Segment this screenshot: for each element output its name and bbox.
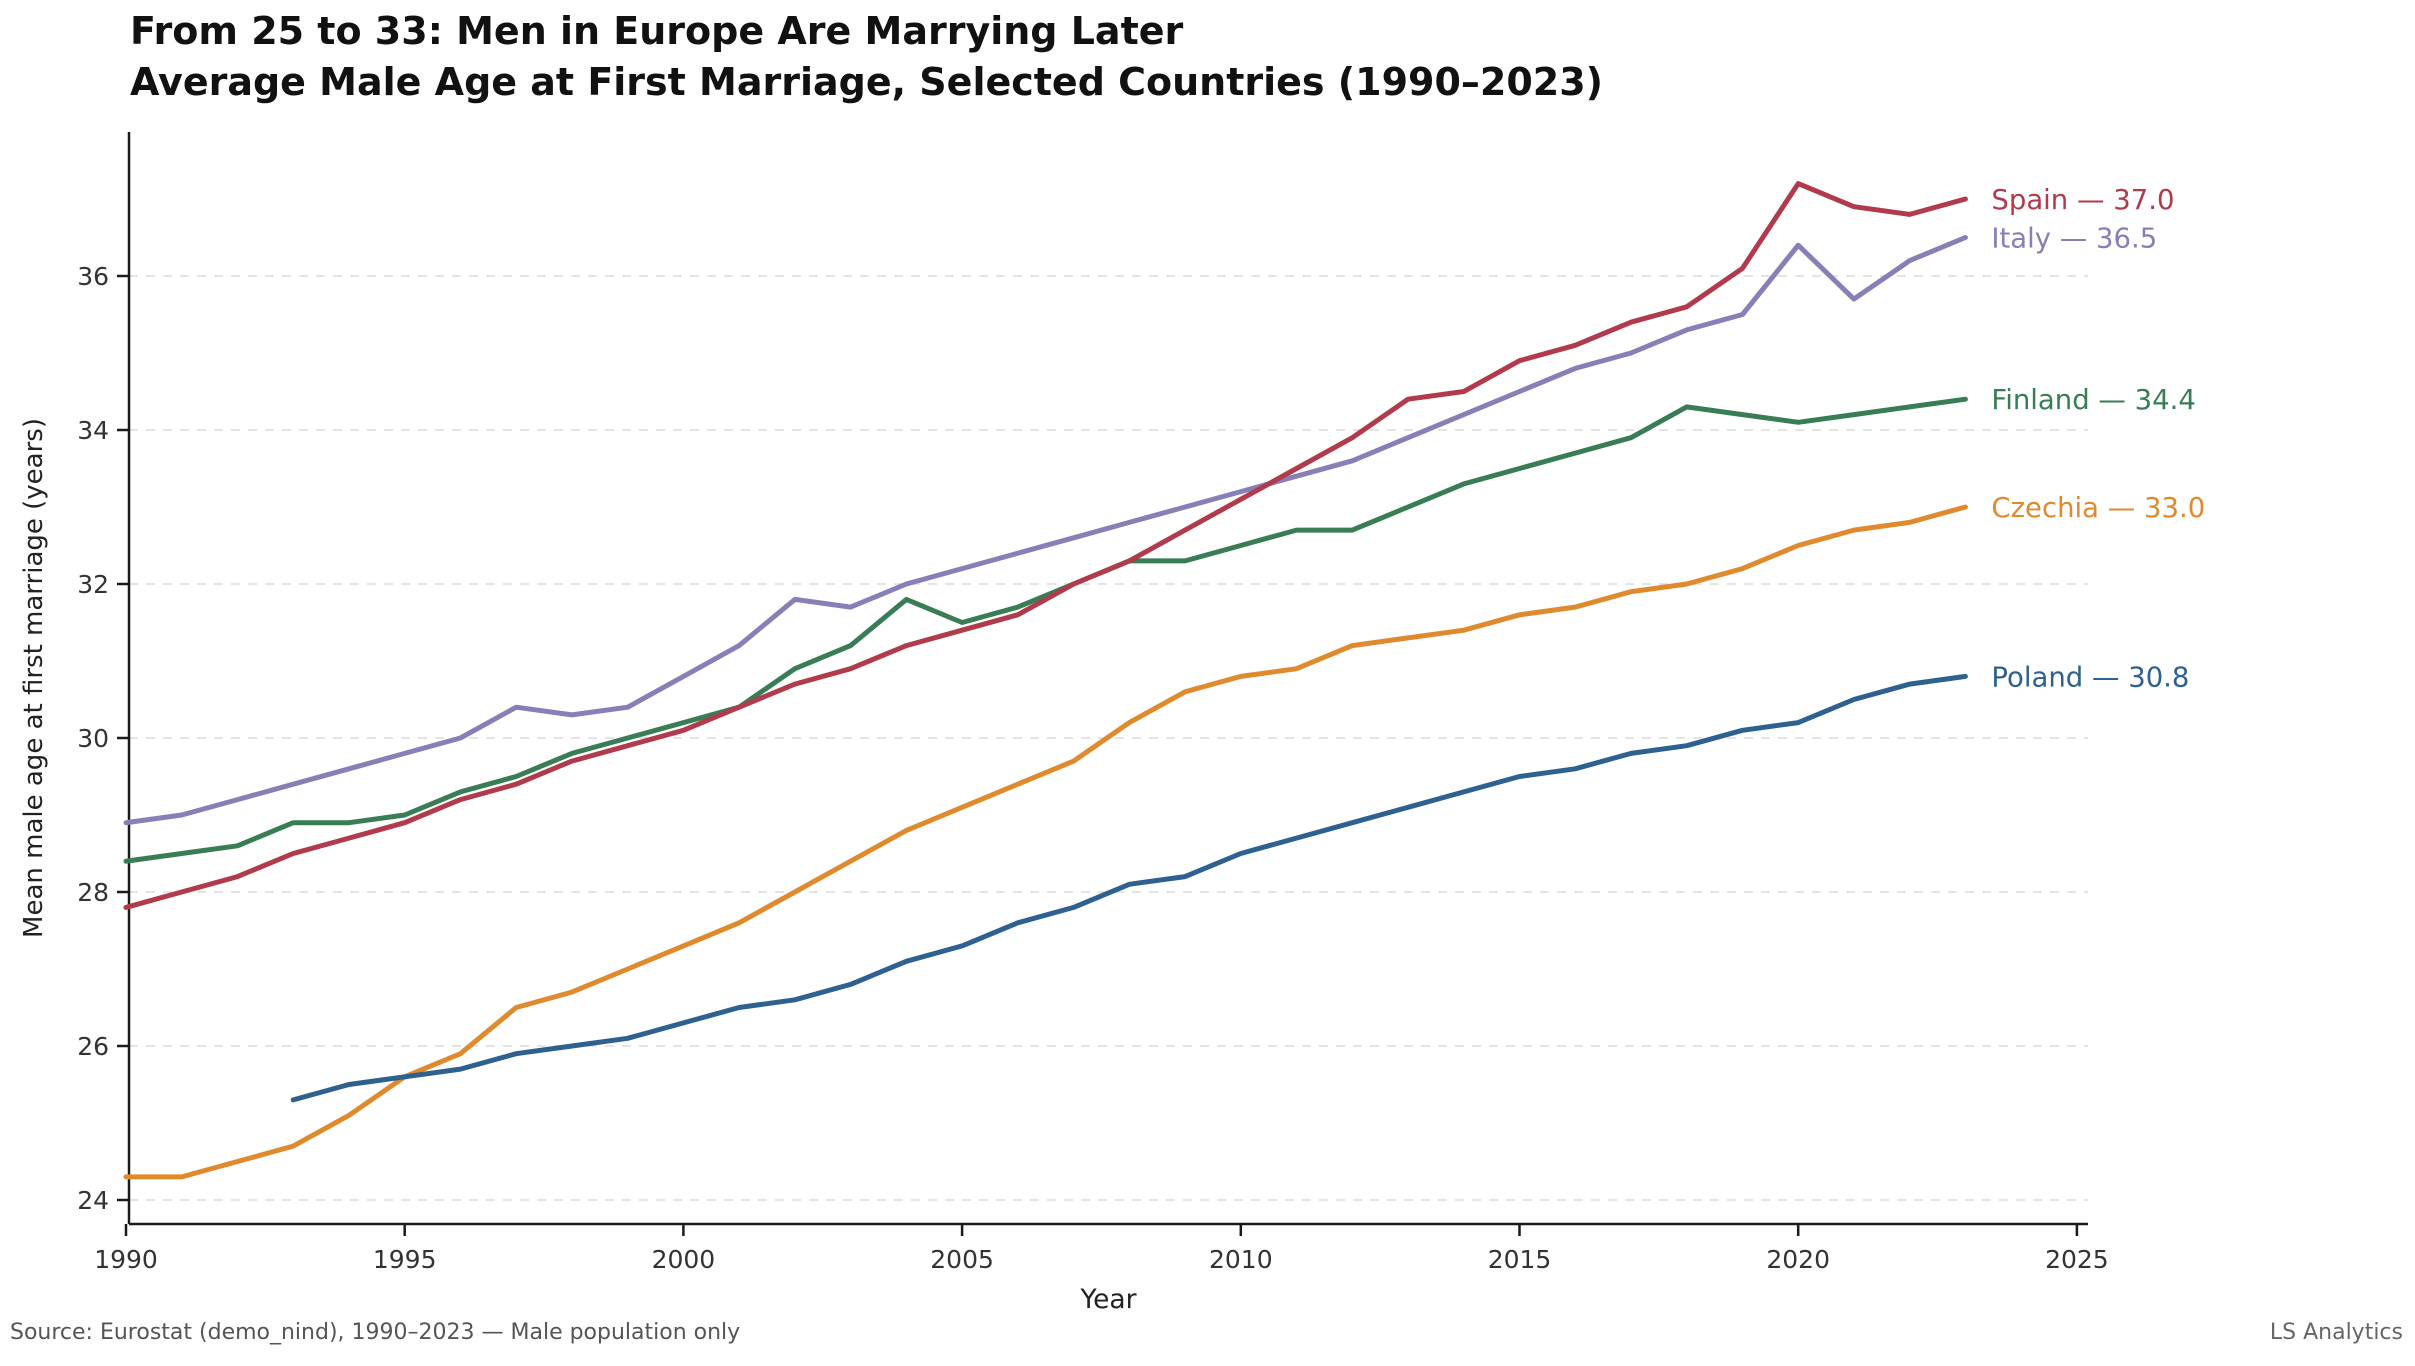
x-tick-label-2000: 2000: [652, 1245, 716, 1274]
x-axis-label: Year: [1079, 1284, 1136, 1315]
x-tick-label-2010: 2010: [1209, 1245, 1273, 1274]
series-end-label-poland: Poland — 30.8: [1991, 661, 2189, 693]
y-tick-label-32: 32: [77, 570, 109, 599]
y-tick-label-30: 30: [77, 724, 109, 753]
chart-subtitle: Average Male Age at First Marriage, Sele…: [130, 60, 1604, 104]
y-axis-label: Mean male age at first marriage (years): [19, 418, 49, 938]
series-line-spain: [123, 181, 1968, 910]
series-line-czechia: [123, 504, 1968, 1180]
series-end-label-italy: Italy — 36.5: [1991, 223, 2157, 255]
x-tick-label-2005: 2005: [930, 1245, 994, 1274]
series-end-label-czechia: Czechia — 33.0: [1991, 492, 2205, 524]
brand-credit: LS Analytics: [2269, 1320, 2403, 1345]
chart-header: From 25 to 33: Men in Europe Are Marryin…: [130, 6, 1603, 108]
series-line-finland: [123, 396, 1968, 864]
x-tick-label-2020: 2020: [1766, 1245, 1830, 1274]
y-tick-label-34: 34: [77, 416, 109, 445]
source-note: Source: Eurostat (demo_nind), 1990–2023 …: [10, 1320, 741, 1345]
series-line-italy: [123, 235, 1968, 826]
x-tick-label-1990: 1990: [94, 1245, 158, 1274]
y-tick-label-36: 36: [77, 262, 109, 291]
y-tick-label-24: 24: [77, 1186, 109, 1215]
series-end-label-finland: Finland — 34.4: [1991, 384, 2195, 416]
y-tick-label-28: 28: [77, 878, 109, 907]
chart-title: From 25 to 33: Men in Europe Are Marryin…: [130, 9, 1184, 53]
series-line-poland: [290, 673, 1968, 1103]
x-tick-label-2015: 2015: [1488, 1245, 1552, 1274]
series-end-label-spain: Spain — 37.0: [1991, 184, 2174, 216]
y-tick-label-26: 26: [77, 1032, 109, 1061]
x-tick-label-1995: 1995: [373, 1245, 437, 1274]
x-tick-label-2025: 2025: [2045, 1245, 2109, 1274]
